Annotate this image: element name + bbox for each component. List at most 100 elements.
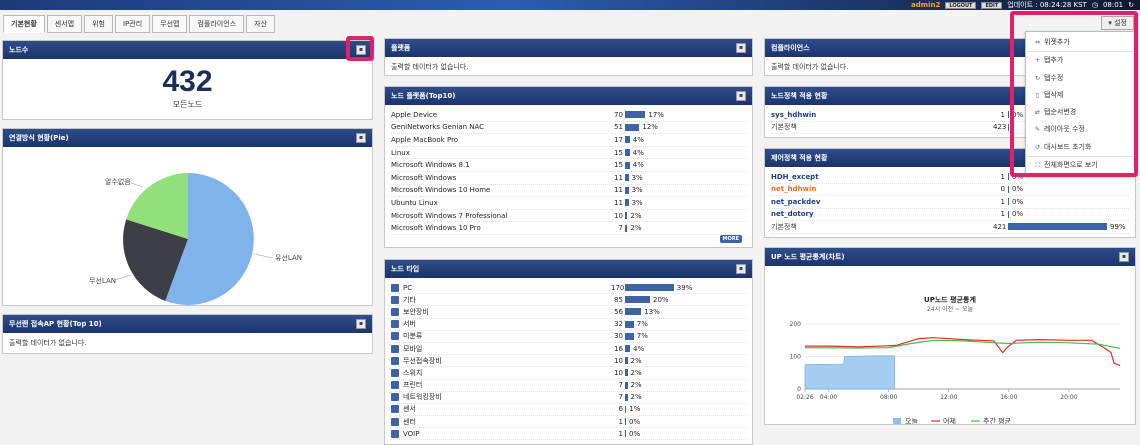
item-bar (625, 418, 626, 426)
panel-menu-button[interactable]: ▪ (1119, 252, 1129, 262)
item-name: 모바일 (403, 344, 423, 353)
pie-slice-wireless (123, 219, 188, 301)
item-name: 센서 (403, 405, 416, 414)
panel-menu-button[interactable]: ▪ (356, 133, 366, 143)
platform-list: Apple Device 70 17% GeniNetworks Genian NAC… (385, 105, 752, 239)
list-item: Microsoft Windows 7 Professional 10 2% (391, 210, 746, 223)
item-bar (625, 308, 642, 316)
menu-divider (1026, 156, 1135, 158)
item-count: 32 (614, 320, 623, 329)
list-item: 센터 1 0% (391, 416, 746, 429)
item-count: 16 (614, 344, 623, 353)
item-count: 56 (614, 307, 623, 316)
node-type-list: PC 170 39% 기타 85 20% 보안장비 56 13% 서버 32 7% 미분류 30 7% 모바일… (385, 278, 752, 444)
chart-subtitle: 24시 이전 ~ 오늘 (927, 305, 973, 313)
tab-risk[interactable]: 위험 (84, 15, 113, 33)
menu-item[interactable]: ✎ 레이아웃 수정 (1026, 121, 1135, 138)
tab-asset[interactable]: 자산 (246, 15, 276, 33)
policy-percent: 0% (1012, 110, 1024, 119)
item-bar (625, 174, 629, 182)
list-item: Microsoft Windows 11 3% (391, 172, 746, 185)
wireless-ap-panel: 무선랜 접속AP 현황(Top 10) ▪ 출력할 데이터가 없습니다. (2, 314, 373, 354)
edit-button[interactable]: EDIT (981, 1, 1003, 9)
list-item: 센서 6 1% (391, 404, 746, 417)
item-count: 11 (614, 198, 623, 207)
node-type-icon (391, 295, 399, 304)
policy-row: 기본정책 423 (771, 122, 1129, 134)
x-tick-label: 02:26 (796, 394, 813, 401)
policy-name[interactable]: net_packdev (771, 197, 821, 206)
tab-compliance[interactable]: 컴플라이언스 (189, 15, 245, 33)
link-icon: ⇔ (1034, 39, 1041, 46)
panel-menu-button[interactable]: ▪ (736, 91, 746, 101)
tab-wireless-map[interactable]: 무선맵 (152, 15, 188, 33)
policy-name[interactable]: sys_hdhwin (771, 110, 817, 119)
more-button[interactable]: MORE (719, 235, 742, 243)
item-bar (625, 199, 629, 207)
policy-row: 기본정책 421 99% (771, 221, 1129, 234)
item-percent: 2% (630, 211, 642, 220)
panel-menu-button[interactable]: ▪ (356, 45, 366, 55)
menu-item[interactable]: ↻ 탭수정 (1026, 70, 1135, 87)
policy-name[interactable]: HDH_except (771, 172, 819, 181)
item-name: PC (403, 283, 413, 292)
item-bar (625, 284, 674, 292)
policy-name[interactable]: net_dotory (771, 210, 814, 219)
pie-label-wireless: 무선LAN (89, 276, 116, 285)
item-name: Microsoft Windows 8.1 (391, 161, 470, 170)
list-item: Apple Device 70 17% (391, 109, 746, 122)
menu-item-label: 위젯추가 (1044, 38, 1070, 46)
list-item: 보안장비 56 13% (391, 306, 746, 319)
item-percent: 0% (629, 417, 641, 426)
item-bar (625, 357, 628, 365)
list-item: 서버 32 7% (391, 319, 746, 331)
policy-bar (1008, 111, 1009, 119)
menu-item[interactable]: ▯ 탭삭제 (1026, 87, 1135, 104)
policy-bar (1008, 185, 1009, 193)
policy-count: 423 (993, 123, 1007, 132)
panel-title: 노드 타입 (391, 265, 420, 273)
panel-menu-button[interactable]: ▪ (736, 264, 746, 274)
item-name: 보안장비 (403, 307, 429, 316)
policy-row: net_dotory 1 0% (771, 209, 1129, 221)
x-tick-label: 08:00 (880, 394, 897, 401)
menu-item[interactable]: + 탭추가 (1026, 52, 1135, 69)
x-tick-label: 20:00 (1060, 394, 1077, 401)
list-item: Microsoft Windows 10 Pro 7 2% (391, 222, 746, 235)
panel-title: 무선랜 접속AP 현황(Top 10) (9, 320, 102, 328)
item-bar (625, 149, 630, 157)
panel-title: 노드정책 적용 현황 (771, 92, 828, 100)
policy-count: 1 (1000, 197, 1005, 206)
list-item: 무선접속장비 10 2% (391, 355, 746, 368)
list-item: PC 170 39% (391, 282, 746, 295)
panel-menu-button[interactable]: ▪ (356, 319, 366, 329)
tab-ip-management[interactable]: IP관리 (114, 15, 151, 33)
item-percent: 2% (630, 393, 642, 402)
menu-item[interactable]: ⇄ 탭순서변경 (1026, 104, 1135, 121)
chart-title: UP노드 평균통계 (924, 295, 976, 304)
menu-item-label: 탭삭제 (1044, 90, 1064, 99)
item-percent: 2% (630, 356, 642, 365)
item-percent: 4% (632, 135, 644, 144)
item-name: Ubuntu Linux (391, 198, 438, 207)
logout-button[interactable]: LOGOUT (945, 1, 977, 9)
tab-sensor-map[interactable]: 센서맵 (46, 15, 83, 33)
item-percent: 12% (642, 123, 658, 132)
item-count: 1 (618, 429, 623, 438)
menu-item[interactable]: ⇔ 위젯추가 (1026, 34, 1135, 51)
x-tick-label: 12:00 (940, 394, 957, 401)
tab-basic-status[interactable]: 기본현황 (3, 15, 45, 33)
arrows-icon: ⇄ (1034, 109, 1041, 117)
item-name: Microsoft Windows 10 Home (391, 186, 491, 195)
policy-name[interactable]: net_hdhwin (771, 185, 817, 194)
clock-icon: ◷ (1091, 1, 1098, 9)
policy-count: 421 (993, 222, 1007, 231)
panel-menu-button[interactable]: ▪ (736, 43, 746, 53)
settings-button[interactable]: ▾ 설정 (1101, 16, 1134, 30)
y-tick-label: 0 (797, 386, 801, 393)
menu-item[interactable]: ↺ 대시보드 초기화 (1026, 139, 1135, 156)
menu-item[interactable]: ⛶ 전체화면으로 보기 (1026, 157, 1135, 174)
top-bar: admin2 LOGOUT EDIT 업데이트 : 08:24:28 KST ◷… (0, 0, 1140, 10)
refresh-icon[interactable]: ↻ (1128, 1, 1134, 9)
control-policy-list: HDH_except 1 0% net_hdhwin 0 0% net_packdev 1 0%… (765, 167, 1135, 238)
